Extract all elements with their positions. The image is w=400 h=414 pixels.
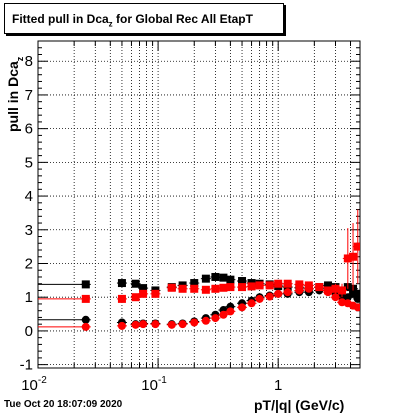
- chart-title-box: Fitted pull in Dcaz for Global Rec All E…: [4, 3, 284, 34]
- data-point-circle: [219, 310, 228, 319]
- data-point-square: [219, 273, 228, 282]
- chart-title-main: Fitted pull in Dca: [12, 12, 109, 26]
- data-point-square: [226, 275, 235, 284]
- data-point-circle: [295, 286, 304, 295]
- data-point-circle: [324, 288, 333, 297]
- data-point-square: [201, 274, 210, 283]
- axis-labels: 10-2 10-1 1 -1 0 1 2 3 4 5 6 7 8: [20, 53, 283, 394]
- data-point-square: [190, 284, 199, 293]
- data-point-circle: [353, 303, 360, 312]
- data-point-circle: [247, 299, 256, 308]
- x-axis-label: pT/|q| (GeV/c): [254, 397, 344, 413]
- data-point-circle: [283, 288, 292, 297]
- data-point-square: [265, 281, 274, 290]
- y-tick-label: 1: [25, 289, 33, 306]
- data-point-square: [167, 283, 176, 292]
- data-point-circle: [349, 289, 358, 298]
- y-axis-label-group: pull in Dcaz: [5, 56, 25, 132]
- data-point-square: [343, 254, 352, 263]
- data-point-circle: [131, 320, 140, 329]
- data-point-circle: [117, 321, 126, 330]
- x-tick-label: 1: [274, 377, 282, 394]
- data-point-circle: [201, 316, 210, 325]
- data-point-square: [211, 272, 220, 281]
- data-point-square: [338, 286, 347, 295]
- data-point-circle: [315, 283, 324, 292]
- y-tick-label: 6: [25, 121, 33, 138]
- data-point-circle: [190, 318, 199, 327]
- data-point-square: [178, 284, 187, 293]
- y-axis-label: pull in Dcaz: [5, 56, 25, 132]
- y-tick-label: 5: [25, 154, 33, 171]
- data-point-square: [139, 284, 148, 293]
- axis-ticks: [37, 41, 360, 368]
- y-tick-label: 3: [25, 222, 33, 239]
- data-point-circle: [265, 292, 274, 301]
- data-point-square: [331, 284, 340, 293]
- data-point-square: [131, 293, 140, 302]
- y-tick-label: 4: [25, 188, 33, 205]
- footer-date: Tue Oct 20 18:07:09 2020: [4, 399, 123, 410]
- y-tick-label: 8: [25, 53, 33, 70]
- y-tick-label: 7: [25, 87, 33, 104]
- data-point-circle: [304, 284, 313, 293]
- data-point-square: [255, 281, 264, 290]
- x-tick-label: 10-2: [21, 375, 47, 394]
- chart-title-suffix: for Global Rec All EtapT: [112, 12, 253, 26]
- data-point-square: [226, 283, 235, 292]
- data-point-square: [274, 279, 283, 288]
- data-layer: [38, 209, 360, 331]
- data-point-circle: [238, 303, 247, 312]
- data-point-circle: [151, 320, 160, 329]
- data-point-circle: [331, 293, 340, 302]
- data-point-square: [238, 283, 247, 292]
- data-point-circle: [255, 294, 264, 303]
- data-marks: [38, 209, 360, 331]
- y-tick-label: 0: [25, 323, 33, 340]
- data-point-square: [131, 279, 140, 288]
- data-point-circle: [167, 320, 176, 329]
- data-point-square: [353, 242, 360, 251]
- data-point-square: [283, 279, 292, 288]
- data-point-circle: [353, 294, 360, 303]
- y-tick-label: 2: [25, 255, 33, 272]
- data-point-square: [190, 279, 199, 288]
- data-point-square: [151, 289, 160, 298]
- data-point-square: [201, 285, 210, 294]
- data-point-circle: [178, 320, 187, 329]
- data-point-square: [349, 252, 358, 261]
- chart-title-subscript: z: [108, 19, 113, 29]
- grid-lines: [38, 41, 360, 368]
- chart-title: Fitted pull in Dcaz for Global Rec All E…: [12, 12, 253, 28]
- data-point-square: [117, 279, 126, 288]
- data-point-square: [238, 277, 247, 286]
- y-tick-label: -1: [20, 357, 33, 374]
- data-point-square: [219, 283, 228, 292]
- data-point-square: [247, 282, 256, 291]
- data-point-square: [211, 284, 220, 293]
- data-point-square: [295, 280, 304, 289]
- data-point-circle: [139, 320, 148, 329]
- data-point-square: [139, 289, 148, 298]
- data-point-square: [117, 294, 126, 303]
- data-point-circle: [226, 307, 235, 316]
- plot-frame: [37, 40, 361, 369]
- data-point-circle: [274, 289, 283, 298]
- data-point-circle: [211, 314, 220, 323]
- x-tick-label: 10-1: [141, 375, 167, 394]
